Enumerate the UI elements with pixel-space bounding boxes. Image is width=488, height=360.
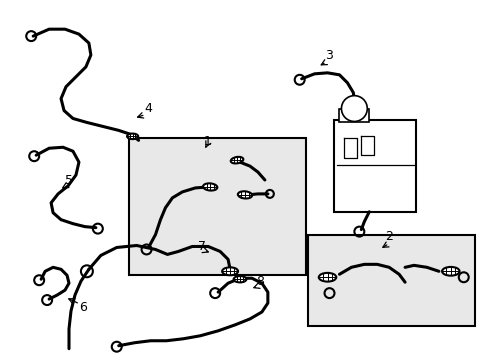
Text: 5: 5 — [65, 174, 73, 186]
Circle shape — [341, 96, 366, 121]
Bar — [339, 109, 368, 122]
Text: 7: 7 — [198, 240, 206, 253]
Text: 1: 1 — [203, 135, 211, 148]
Text: 8: 8 — [255, 275, 264, 288]
Bar — [307, 235, 474, 326]
Ellipse shape — [203, 183, 217, 190]
Ellipse shape — [222, 267, 238, 275]
Ellipse shape — [318, 273, 336, 282]
Text: 3: 3 — [325, 49, 333, 63]
Ellipse shape — [127, 134, 138, 139]
Bar — [128, 138, 305, 275]
Bar — [334, 121, 415, 212]
Ellipse shape — [230, 157, 243, 163]
Ellipse shape — [233, 276, 246, 282]
Text: 4: 4 — [144, 102, 152, 115]
Ellipse shape — [237, 191, 252, 198]
Text: 6: 6 — [79, 301, 87, 314]
Ellipse shape — [441, 267, 459, 276]
Text: 2: 2 — [385, 230, 392, 243]
